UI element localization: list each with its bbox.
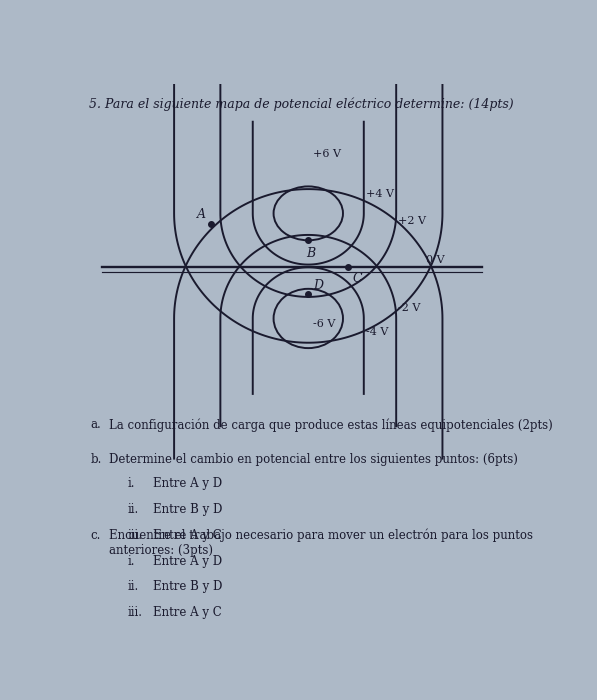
Text: -2 V: -2 V: [399, 302, 421, 313]
Text: 5. Para el siguiente mapa de potencial eléctrico determine: (14pts): 5. Para el siguiente mapa de potencial e…: [88, 97, 513, 111]
Text: a.: a.: [91, 418, 101, 431]
Text: ii.: ii.: [128, 503, 139, 517]
Text: Entre A y D: Entre A y D: [153, 554, 223, 568]
Text: i.: i.: [128, 554, 136, 568]
Text: -4 V: -4 V: [366, 327, 389, 337]
Text: B: B: [306, 247, 315, 260]
Text: La configuración de carga que produce estas líneas equipotenciales (2pts): La configuración de carga que produce es…: [109, 418, 553, 432]
Text: Entre A y D: Entre A y D: [153, 477, 223, 491]
Text: +4 V: +4 V: [366, 190, 394, 200]
Text: b.: b.: [91, 453, 102, 466]
Text: A: A: [196, 209, 205, 221]
Text: -6 V: -6 V: [313, 319, 336, 329]
Text: Entre B y D: Entre B y D: [153, 580, 223, 594]
Text: iii.: iii.: [128, 606, 143, 620]
Text: +2 V: +2 V: [399, 216, 426, 226]
Text: Determine el cambio en potencial entre los siguientes puntos: (6pts): Determine el cambio en potencial entre l…: [109, 453, 518, 466]
Text: iii.: iii.: [128, 529, 143, 542]
Text: Encuentre el trabajo necesario para mover un electrón para los puntos anteriores: Encuentre el trabajo necesario para move…: [109, 528, 533, 557]
Text: C: C: [352, 272, 362, 285]
Text: c.: c.: [91, 528, 101, 542]
Text: ii.: ii.: [128, 580, 139, 594]
Text: 0 V: 0 V: [426, 255, 445, 265]
Text: +6 V: +6 V: [313, 149, 341, 159]
Text: Entre A y C: Entre A y C: [153, 529, 222, 542]
Text: D: D: [313, 279, 323, 291]
Text: Entre A y C: Entre A y C: [153, 606, 222, 620]
Text: Entre B y D: Entre B y D: [153, 503, 223, 517]
Text: i.: i.: [128, 477, 136, 491]
